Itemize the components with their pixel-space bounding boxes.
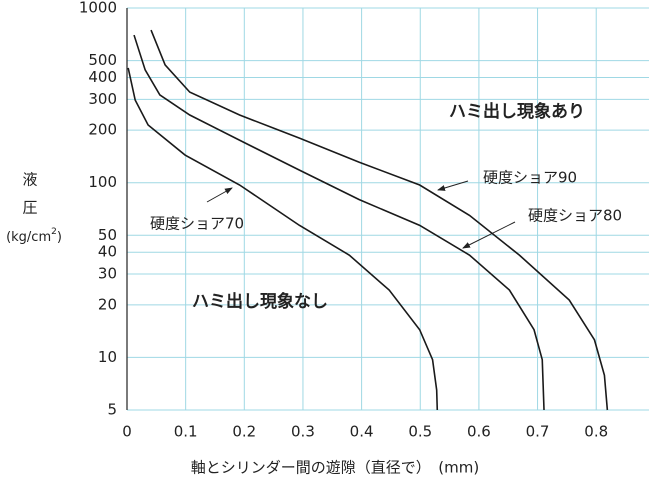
y-tick-label: 40 (98, 243, 117, 261)
y-label: 液 (22, 171, 37, 189)
y-tick-label: 400 (88, 68, 117, 86)
y-tick-label: 300 (88, 90, 117, 108)
annotation: ハミ出し現象あり (449, 101, 585, 122)
x-label: 軸とシリンダー間の遊隙（直径で） (mm) (191, 459, 479, 477)
series-line (127, 67, 439, 411)
x-tick-label: 0.4 (350, 423, 374, 441)
y-tick-label: 500 (88, 51, 117, 69)
y-tick-label: 5 (107, 401, 117, 419)
x-tick-label: 0.8 (584, 423, 608, 441)
x-tick-label: 0.2 (232, 423, 256, 441)
series-label: 硬度ショア80 (528, 207, 622, 225)
arrow (462, 221, 516, 249)
y-label-part: (kg/cm (6, 230, 51, 245)
y-tick-label: 100 (88, 173, 117, 191)
series-line (133, 34, 545, 411)
y-tick-label: 1000 (79, 0, 117, 17)
x-tick-label: 0.1 (174, 423, 198, 441)
series-label: 硬度ショア90 (483, 169, 577, 187)
x-tick-label: 0.5 (408, 423, 432, 441)
y-tick-label: 200 (88, 121, 117, 139)
y-label: (kg/cm2) (6, 227, 62, 245)
series-label: 硬度ショア70 (150, 215, 244, 233)
series-line (150, 29, 609, 411)
y-label-part: 2 (51, 227, 57, 237)
x-tick-label: 0 (122, 423, 132, 441)
x-tick-label: 0.7 (526, 423, 550, 441)
y-tick-label: 20 (98, 295, 117, 313)
y-tick-label: 10 (98, 348, 117, 366)
arrow (206, 187, 233, 203)
y-tick-label: 30 (98, 265, 117, 283)
arrow (437, 180, 469, 191)
x-tick-label: 0.6 (467, 423, 491, 441)
annotation: ハミ出し現象なし (192, 291, 328, 312)
y-label: 圧 (22, 199, 37, 217)
x-tick-label: 0.3 (291, 423, 315, 441)
y-label-part: ) (57, 230, 62, 245)
y-tick-label: 50 (98, 226, 117, 244)
